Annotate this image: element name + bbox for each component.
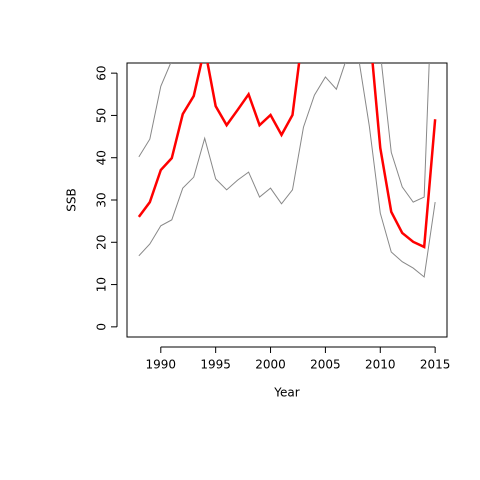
x-tick-label: 2010 <box>365 358 396 372</box>
x-axis-label: Year <box>273 386 299 400</box>
series-line <box>138 63 430 203</box>
lines <box>137 63 437 278</box>
x-tick-label: 2005 <box>310 358 341 372</box>
series-line <box>138 63 436 278</box>
y-tick-label: 30 <box>95 192 109 207</box>
series-line <box>137 63 437 249</box>
y-tick-label: 20 <box>95 235 109 250</box>
plot-box <box>126 62 448 338</box>
x-tick-label: 1995 <box>200 358 231 372</box>
x-tick-label: 2015 <box>420 358 451 372</box>
y-axis-label: SSB <box>65 188 79 211</box>
y-tick-label: 0 <box>95 323 109 331</box>
y-tick-label: 50 <box>95 108 109 123</box>
x-tick-label: 1990 <box>146 358 177 372</box>
y-tick-label: 10 <box>95 277 109 292</box>
y-tick-label: 40 <box>95 150 109 165</box>
y-tick-label: 60 <box>95 66 109 81</box>
x-tick-label: 2000 <box>255 358 286 372</box>
